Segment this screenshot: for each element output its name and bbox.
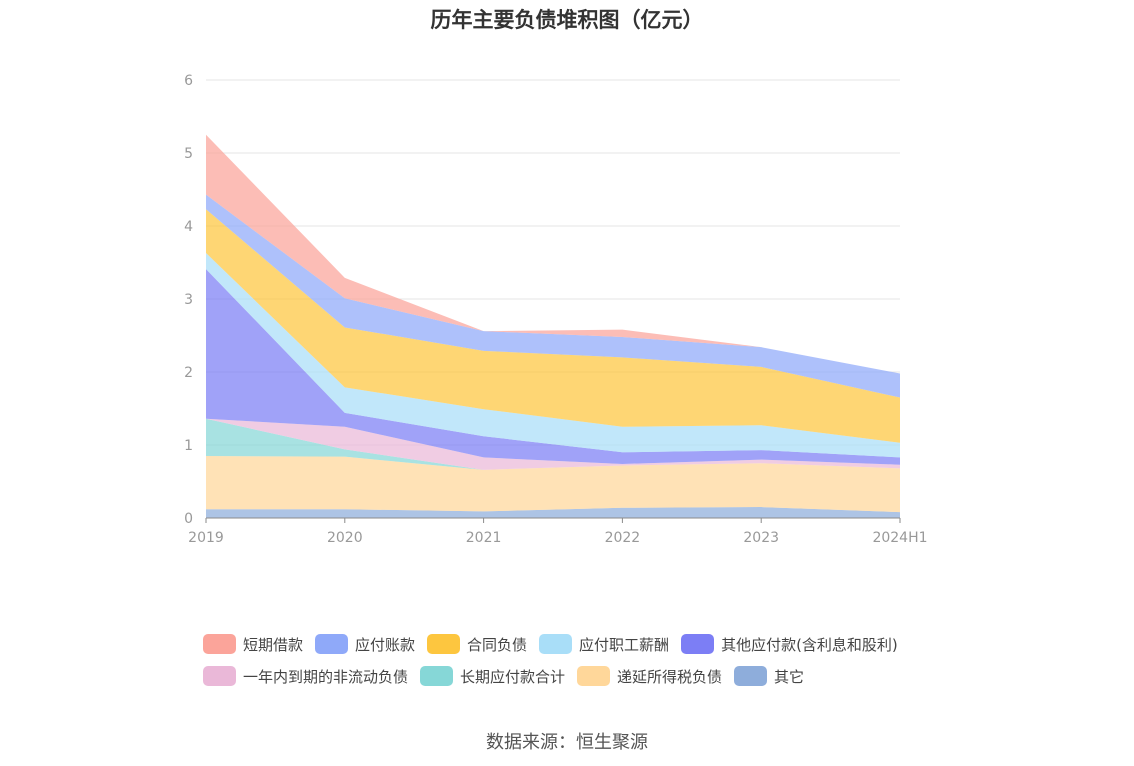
area-series-应付账款 bbox=[206, 194, 900, 398]
area-series-长期应付款合计 bbox=[206, 418, 900, 470]
legend-swatch bbox=[420, 666, 454, 686]
legend-item[interactable]: 一年内到期的非流动负债 bbox=[203, 666, 408, 687]
x-tick-label: 2019 bbox=[188, 530, 224, 546]
area-series-一年内到期的非流动负债 bbox=[206, 418, 900, 470]
legend-item[interactable]: 长期应付款合计 bbox=[420, 666, 565, 687]
legend-label: 应付账款 bbox=[355, 635, 416, 654]
x-tick-label: 2024H1 bbox=[872, 530, 927, 546]
chart-title: 历年主要负债堆积图（亿元） bbox=[430, 8, 704, 32]
legend-label: 其它 bbox=[774, 667, 805, 686]
area-series-其它 bbox=[206, 507, 900, 518]
legend-item[interactable]: 应付职工薪酬 bbox=[539, 634, 669, 655]
legend-swatch bbox=[203, 634, 236, 654]
legend-item[interactable]: 递延所得税负债 bbox=[577, 666, 722, 687]
legend-label: 应付职工薪酬 bbox=[579, 635, 670, 654]
legend-swatch bbox=[681, 634, 715, 654]
x-tick-label: 2023 bbox=[743, 530, 779, 546]
stacked-area-chart: 0 1 2 3 4 5 6 2019 2020 2021 2022 2023 2024H1 bbox=[184, 73, 927, 546]
y-axis-ticks: 0 1 2 3 4 5 6 bbox=[184, 73, 193, 527]
x-axis-ticks: 2019 2020 2021 2022 2023 2024H1 bbox=[188, 530, 927, 546]
legend-row: 一年内到期的非流动负债 长期应付款合计 递延所得税负债 其它 bbox=[203, 662, 963, 690]
legend-swatch bbox=[734, 666, 768, 686]
x-axis bbox=[205, 517, 901, 523]
legend-label: 长期应付款合计 bbox=[460, 667, 566, 686]
data-source: 数据来源：恒生聚源 bbox=[486, 732, 648, 753]
legend-swatch bbox=[427, 634, 461, 654]
y-tick-label: 4 bbox=[184, 219, 193, 235]
legend-label: 短期借款 bbox=[243, 635, 304, 654]
legend-label: 递延所得税负债 bbox=[617, 667, 723, 686]
legend-label: 合同负债 bbox=[467, 635, 528, 654]
legend-label: 一年内到期的非流动负债 bbox=[243, 667, 409, 686]
y-tick-label: 5 bbox=[184, 146, 193, 162]
y-tick-label: 1 bbox=[184, 438, 193, 454]
x-tick-label: 2021 bbox=[466, 530, 502, 546]
area-series-合同负债 bbox=[206, 209, 900, 443]
area-series-递延所得税负债 bbox=[206, 455, 900, 513]
y-tick-label: 0 bbox=[184, 511, 193, 527]
legend-swatch bbox=[577, 666, 611, 686]
y-tick-label: 3 bbox=[184, 292, 193, 308]
x-tick-label: 2020 bbox=[327, 530, 363, 546]
legend-swatch bbox=[203, 666, 236, 686]
legend-item[interactable]: 合同负债 bbox=[427, 634, 527, 655]
x-tick-label: 2022 bbox=[605, 530, 641, 546]
legend-item[interactable]: 短期借款 bbox=[203, 634, 303, 655]
legend-row: 短期借款 应付账款 合同负债 应付职工薪酬 其他应付款(含利息和股利) bbox=[203, 630, 963, 658]
area-series-group bbox=[206, 134, 900, 518]
legend-swatch bbox=[315, 634, 349, 654]
legend-swatch bbox=[539, 634, 573, 654]
legend-item[interactable]: 应付账款 bbox=[315, 634, 415, 655]
legend-item[interactable]: 其他应付款(含利息和股利) bbox=[681, 634, 898, 655]
y-tick-label: 6 bbox=[184, 73, 193, 89]
legend-label: 其他应付款(含利息和股利) bbox=[721, 635, 898, 654]
area-series-应付职工薪酬 bbox=[206, 253, 900, 458]
legend-item[interactable]: 其它 bbox=[734, 666, 804, 687]
y-tick-label: 2 bbox=[184, 365, 193, 381]
chart-legend: 短期借款 应付账款 合同负债 应付职工薪酬 其他应付款(含利息和股利) 一年内到期的非流… bbox=[203, 630, 963, 694]
